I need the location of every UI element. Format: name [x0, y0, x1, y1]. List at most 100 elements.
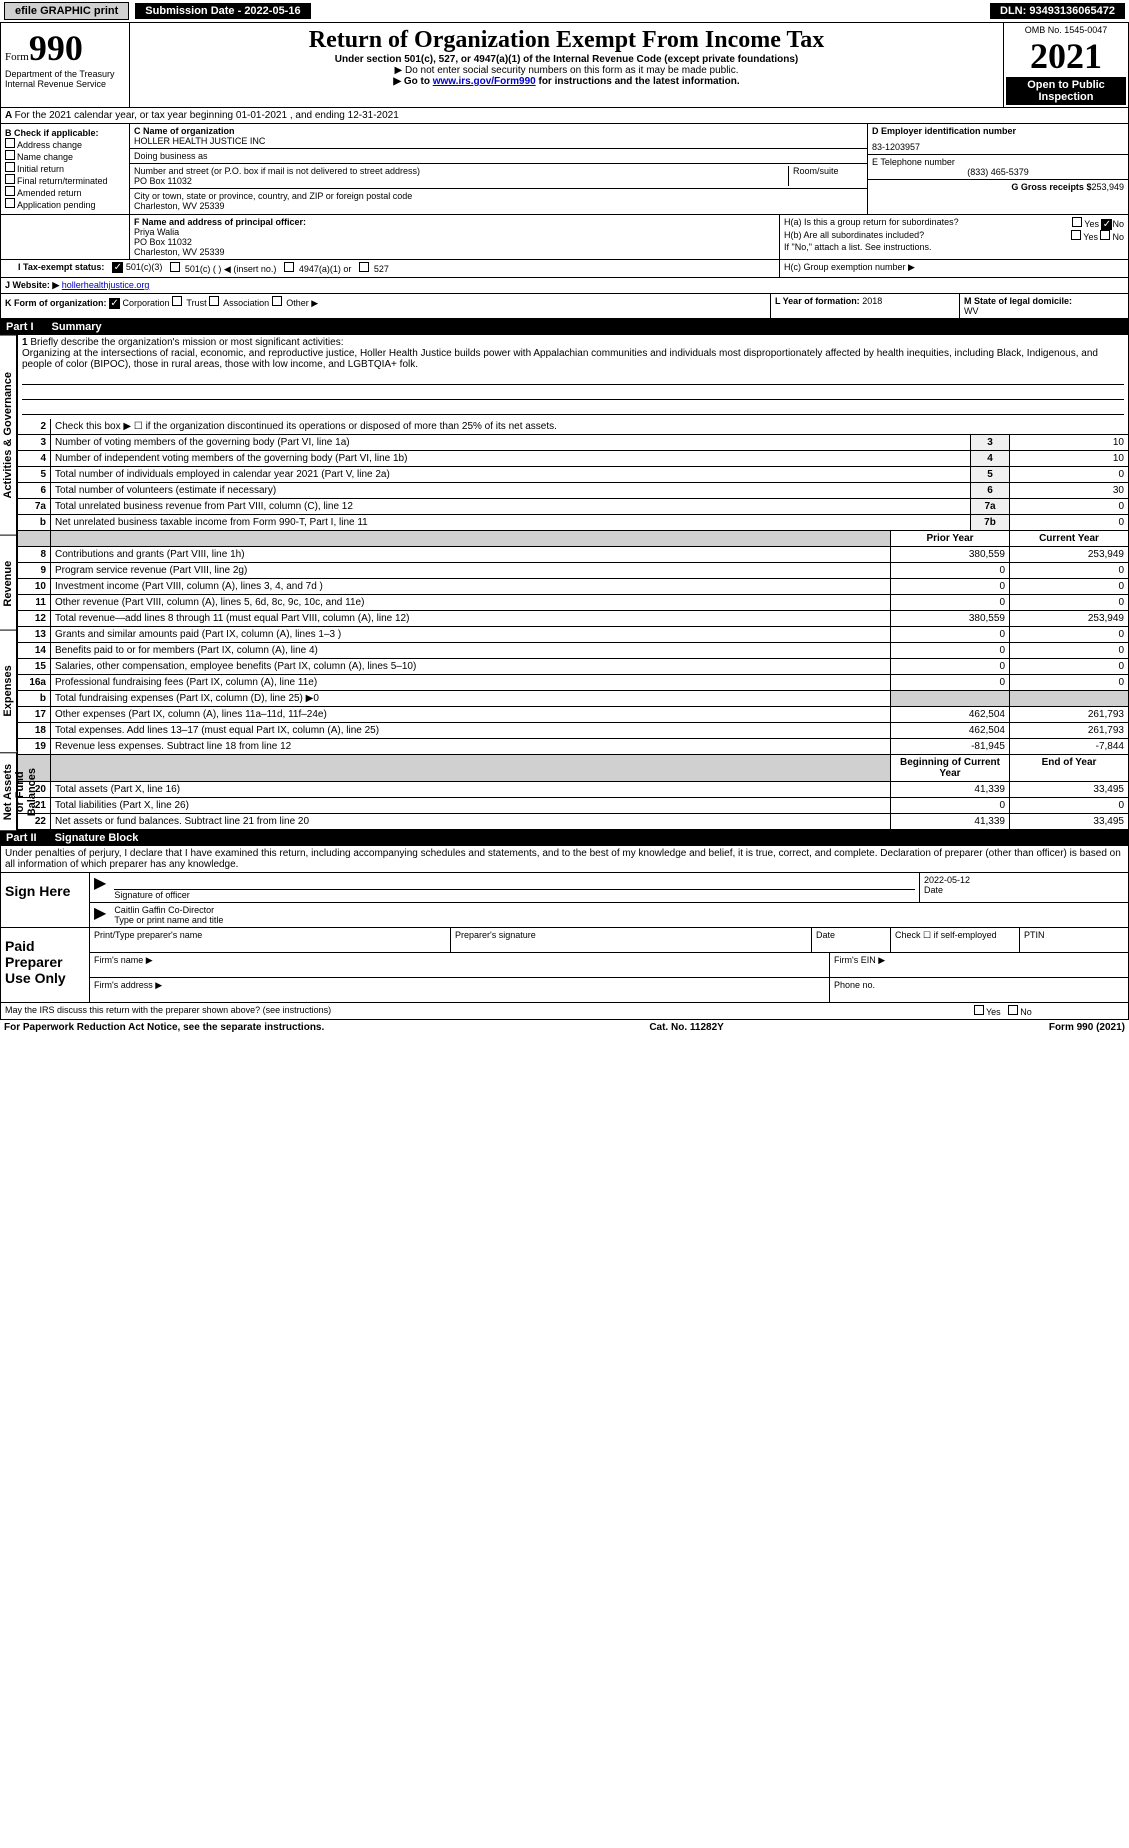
- form-number: 990: [29, 28, 83, 68]
- checkbox-final[interactable]: [5, 174, 15, 184]
- line7b-text: Net unrelated business taxable income fr…: [51, 515, 971, 531]
- prep-sig-label: Preparer's signature: [451, 928, 812, 952]
- checkbox-initial[interactable]: [5, 162, 15, 172]
- signature-line: [114, 875, 915, 890]
- ein: 83-1203957: [872, 142, 1124, 152]
- row-klm: K Form of organization: ✓ Corporation Tr…: [0, 294, 1129, 319]
- line16a-curr: 0: [1010, 675, 1129, 691]
- line12-text: Total revenue—add lines 8 through 11 (mu…: [51, 611, 891, 627]
- pra-notice: For Paperwork Reduction Act Notice, see …: [4, 1022, 324, 1033]
- line16a-prior: 0: [891, 675, 1010, 691]
- paid-preparer-section: Paid Preparer Use Only Print/Type prepar…: [0, 928, 1129, 1003]
- side-governance: Activities & Governance: [0, 335, 17, 535]
- b-amended: Amended return: [17, 188, 82, 198]
- line13-curr: 0: [1010, 627, 1129, 643]
- sig-date: 2022-05-12: [924, 875, 1124, 885]
- irs-link[interactable]: www.irs.gov/Form990: [433, 76, 536, 87]
- checkbox-pending[interactable]: [5, 198, 15, 208]
- line12-prior: 380,559: [891, 611, 1010, 627]
- sign-here-section: Sign Here ▶ Signature of officer 2022-05…: [0, 873, 1129, 928]
- i-527-checkbox[interactable]: [359, 262, 369, 272]
- may-discuss-row: May the IRS discuss this return with the…: [0, 1003, 1129, 1020]
- ha-yes-checkbox[interactable]: [1072, 217, 1082, 227]
- instructions-link: ▶ Go to www.irs.gov/Form990 for instruct…: [134, 76, 999, 87]
- line21-curr: 0: [1010, 798, 1129, 814]
- line14-prior: 0: [891, 643, 1010, 659]
- i-501c3-checkbox[interactable]: ✓: [112, 262, 123, 273]
- may-no-checkbox[interactable]: [1008, 1005, 1018, 1015]
- prep-name-label: Print/Type preparer's name: [90, 928, 451, 952]
- part1-header: Part I Summary: [0, 319, 1129, 335]
- j-label: J Website: ▶: [5, 280, 59, 290]
- k-corp: Corporation: [123, 298, 170, 308]
- ha-no-checkbox[interactable]: ✓: [1101, 219, 1112, 230]
- k-corp-checkbox[interactable]: ✓: [109, 298, 120, 309]
- i-527: 527: [374, 264, 389, 274]
- k-other-checkbox[interactable]: [272, 296, 282, 306]
- k-label: K Form of organization:: [5, 298, 107, 308]
- gross-receipts: 253,949: [1091, 182, 1124, 192]
- ha-no: No: [1112, 219, 1124, 229]
- public-inspection: Open to Public Inspection: [1006, 77, 1126, 105]
- firm-name-label: Firm's name ▶: [90, 953, 830, 977]
- line16b-text: Total fundraising expenses (Part IX, col…: [51, 691, 891, 707]
- penalty-text: Under penalties of perjury, I declare th…: [0, 846, 1129, 873]
- may-no: No: [1020, 1007, 1032, 1017]
- b-address-change: Address change: [17, 140, 82, 150]
- g-label: G Gross receipts $: [1011, 182, 1091, 192]
- line21-text: Total liabilities (Part X, line 26): [51, 798, 891, 814]
- line15-text: Salaries, other compensation, employee b…: [51, 659, 891, 675]
- line6-code: 6: [971, 483, 1010, 499]
- state-domicile: WV: [964, 306, 979, 316]
- officer-addr1: PO Box 11032: [134, 237, 775, 247]
- omb-number: OMB No. 1545-0047: [1006, 25, 1126, 35]
- line4-val: 10: [1010, 451, 1129, 467]
- may-yes-checkbox[interactable]: [974, 1005, 984, 1015]
- hb-no: No: [1112, 232, 1124, 242]
- form-subtitle: Under section 501(c), 527, or 4947(a)(1)…: [134, 54, 999, 65]
- column-b: B Check if applicable: Address change Na…: [1, 124, 130, 214]
- governance-grid: 2Check this box ▶ ☐ if the organization …: [17, 419, 1129, 531]
- i-501c-checkbox[interactable]: [170, 262, 180, 272]
- street-value: PO Box 11032: [134, 176, 788, 186]
- checkbox-name[interactable]: [5, 150, 15, 160]
- tax-year-range: For the 2021 calendar year, or tax year …: [15, 110, 399, 121]
- k-assoc-checkbox[interactable]: [209, 296, 219, 306]
- hb-label: H(b) Are all subordinates included?: [784, 230, 924, 242]
- i-label: I Tax-exempt status:: [18, 262, 104, 272]
- line4-code: 4: [971, 451, 1010, 467]
- hb-no-checkbox[interactable]: [1100, 230, 1110, 240]
- arrow-icon: ▶: [90, 873, 110, 902]
- hdr-prior: Prior Year: [891, 531, 1010, 547]
- row-j: J Website: ▶ hollerhealthjustice.org: [0, 278, 1129, 294]
- name-title-label: Type or print name and title: [114, 915, 1124, 925]
- line15-prior: 0: [891, 659, 1010, 675]
- paid-preparer-label: Paid Preparer Use Only: [1, 928, 90, 1002]
- checkbox-amended[interactable]: [5, 186, 15, 196]
- k-trust: Trust: [186, 298, 206, 308]
- website-link[interactable]: hollerhealthjustice.org: [62, 280, 150, 290]
- line7b-code: 7b: [971, 515, 1010, 531]
- hc-label: H(c) Group exemption number ▶: [779, 260, 1128, 277]
- e-label: E Telephone number: [872, 157, 1124, 167]
- line6-val: 30: [1010, 483, 1129, 499]
- c-label: C Name of organization: [134, 126, 863, 136]
- line19-text: Revenue less expenses. Subtract line 18 …: [51, 739, 891, 755]
- sig-officer-label: Signature of officer: [114, 890, 915, 900]
- hb-yes-checkbox[interactable]: [1071, 230, 1081, 240]
- part1-label: Part I: [6, 321, 46, 333]
- line22-curr: 33,495: [1010, 814, 1129, 830]
- k-trust-checkbox[interactable]: [172, 296, 182, 306]
- part1-title: Summary: [46, 321, 102, 333]
- line10-text: Investment income (Part VIII, column (A)…: [51, 579, 891, 595]
- ha-yes: Yes: [1084, 219, 1099, 229]
- checkbox-address[interactable]: [5, 138, 15, 148]
- line11-prior: 0: [891, 595, 1010, 611]
- form-word: Form: [5, 51, 29, 63]
- i-4947-checkbox[interactable]: [284, 262, 294, 272]
- line3-code: 3: [971, 435, 1010, 451]
- title-box: Return of Organization Exempt From Incom…: [130, 23, 1003, 107]
- year-box: OMB No. 1545-0047 2021 Open to Public In…: [1003, 23, 1128, 107]
- line2: Check this box ▶ ☐ if the organization d…: [51, 419, 1129, 435]
- line18-prior: 462,504: [891, 723, 1010, 739]
